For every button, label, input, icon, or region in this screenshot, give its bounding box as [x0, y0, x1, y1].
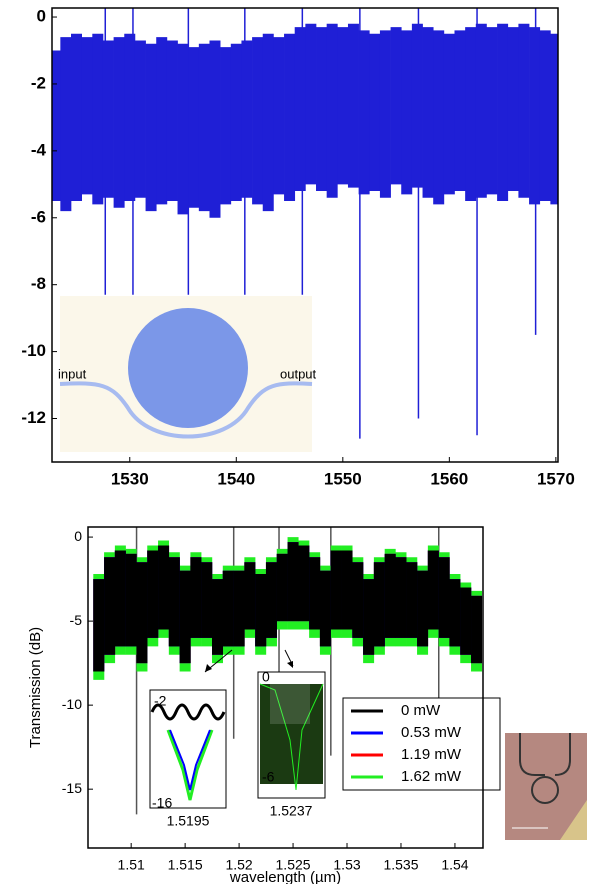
y-tick-label: 0 — [74, 528, 82, 544]
legend-label: 1.62 mW — [401, 768, 462, 785]
x-tick-label: 1560 — [430, 469, 468, 488]
inset-tick-label: -2 — [154, 693, 167, 709]
y-tick-label: 0 — [37, 7, 46, 26]
zoom-inset: -2 -16 1.5195 — [149, 649, 233, 829]
inset-trace — [150, 703, 226, 721]
legend-label: 0 mW — [401, 702, 441, 719]
x-tick-label: 1530 — [111, 469, 149, 488]
y-tick-label: -10 — [21, 341, 46, 360]
inset-tick-label: -6 — [262, 769, 275, 785]
waveguide — [59, 381, 313, 439]
x-tick-label: 1.535 — [383, 857, 418, 873]
arrow-head — [287, 661, 293, 668]
overlays: input output -2 -16 1.5195 0 -6 1.5237 — [51, 7, 587, 849]
photo-region — [560, 800, 587, 840]
annotation: input — [58, 366, 87, 381]
y-tick-label: -8 — [31, 274, 46, 293]
axes-frame — [87, 526, 484, 849]
inset-tick-label: 0 — [262, 669, 270, 685]
plot-area-bottom — [93, 527, 483, 815]
x-axis-label: wavelength (µm) — [229, 869, 341, 884]
legend-box — [342, 697, 501, 791]
inset-trace — [270, 684, 310, 724]
y-tick-label: -15 — [62, 780, 82, 796]
x-tick-label: 1.51 — [118, 857, 145, 873]
photo-ring — [531, 776, 559, 804]
inset-trace — [166, 729, 214, 801]
ring-inset: input output — [58, 296, 317, 452]
y-tick-label: -4 — [31, 140, 47, 159]
y-tick-label: -10 — [62, 696, 82, 712]
inset-tick-label: -16 — [152, 795, 172, 811]
y-tick-label: -2 — [31, 73, 46, 92]
x-tick-label: 1.515 — [168, 857, 203, 873]
ring — [128, 308, 248, 428]
photo-waveguide — [519, 733, 571, 776]
inset-trace — [169, 729, 211, 791]
inset-trace — [259, 683, 324, 791]
y-tick-label: -5 — [70, 612, 83, 628]
device-photo — [505, 733, 587, 840]
inset-tick-label: 1.5195 — [167, 813, 210, 829]
axes-frame — [51, 7, 559, 463]
inset-trace — [260, 684, 323, 784]
y-tick-label: -6 — [31, 207, 46, 226]
legend-label: 1.19 mW — [401, 746, 462, 763]
annotation: output — [280, 366, 317, 381]
y-tick-label: -12 — [21, 408, 46, 427]
y-axis-label: Transmission (dB) — [27, 627, 44, 748]
legend: 0 mW 0.53 mW 1.19 mW 1.62 mW — [342, 697, 501, 791]
x-tick-label: 1.52 — [225, 857, 252, 873]
plot-area-top — [52, 8, 558, 439]
x-tick-label: 1.54 — [441, 857, 468, 873]
x-tick-label: 1.525 — [276, 857, 311, 873]
x-tick-label: 1550 — [324, 469, 362, 488]
zoom-inset: 0 -6 1.5237 — [257, 649, 326, 819]
x-tick-label: 1.53 — [333, 857, 360, 873]
x-tick-label: 1570 — [537, 469, 575, 488]
legend-label: 0.53 mW — [401, 724, 462, 741]
x-tick-label: 1540 — [217, 469, 255, 488]
arrow-head — [205, 664, 212, 672]
inset-tick-label: 1.5237 — [270, 803, 313, 819]
